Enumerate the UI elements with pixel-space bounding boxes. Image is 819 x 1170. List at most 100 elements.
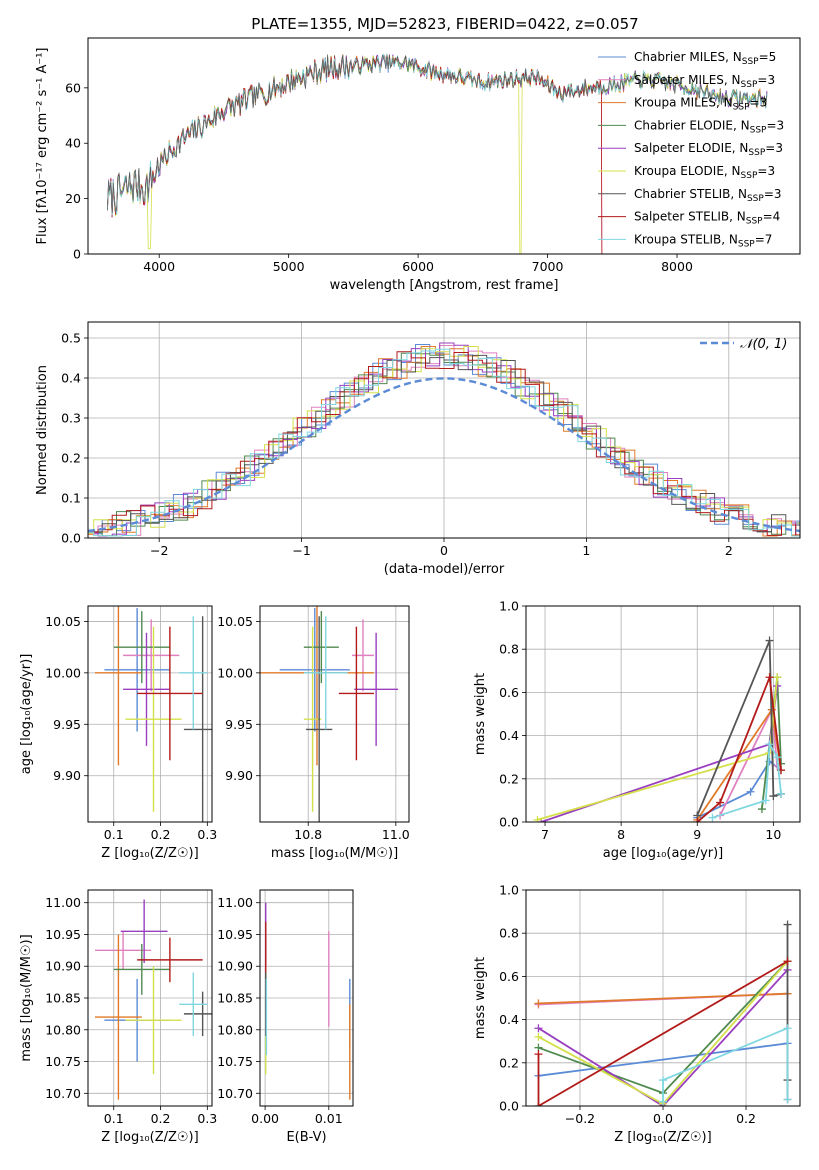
- age_vs_mass-ytick-label: 9.90: [225, 768, 253, 783]
- age_vs_Z-ylabel: age [log₁₀(age/yr)]: [19, 654, 34, 775]
- weight_vs_age-marker: [757, 805, 766, 814]
- mass_vs_Z-point-chabrier-stelib: [183, 991, 212, 1037]
- weight_vs_Z-marker: [783, 957, 792, 966]
- mass_vs_Z-frame: [87, 889, 213, 1107]
- weight_vs_age-ytick-label: 0.8: [499, 642, 519, 657]
- residuals-ytick-label: 0.0: [61, 531, 81, 546]
- spectrum-xtick-label: 5000: [273, 259, 305, 274]
- residuals-ytick-label: 0.2: [61, 451, 81, 466]
- spectrum-ytick-label: 60: [65, 80, 81, 95]
- age_vs_Z-point-kroupa-stelib: [179, 616, 208, 730]
- spectrum-xtick-label: 7000: [532, 259, 564, 274]
- residuals-hist-chabrier-stelib: [88, 354, 800, 537]
- age_vs_Z-panel: 0.1 0.2 0.3 9.90 9.95 10.00 10.05 Z [log₁₀(Z/Z☉…: [19, 605, 217, 861]
- residuals-xtick-label: 0: [440, 543, 448, 558]
- age_vs_Z-xlabel: Z [log₁₀(Z/Z☉)]: [101, 846, 198, 861]
- weight_vs_age-ylabel: mass weight: [473, 673, 488, 755]
- age_vs_mass-plot-area: [260, 606, 399, 822]
- age_vs_mass-point-kroupa-elodie: [303, 626, 322, 812]
- age_vs_mass-xtick-label: 10.8: [294, 827, 322, 842]
- weight_vs_Z-frame: [525, 889, 801, 1107]
- weight_vs_age-marker: [765, 740, 774, 749]
- weight_vs_age-marker: [533, 815, 542, 822]
- residuals-ylabel: Normed distribution: [35, 365, 50, 495]
- spectrum-ylabel: Flux [fλ10⁻¹⁷ erg cm⁻² s⁻¹ A⁻¹]: [35, 48, 50, 245]
- weight_vs_age-marker: [776, 789, 785, 798]
- weight_vs_age-marker: [716, 798, 725, 807]
- weight_vs_age-marker: [746, 787, 755, 796]
- weight_vs_age-xtick-label: 10: [765, 827, 781, 842]
- age_vs_Z-point-chabrier-elodie: [113, 611, 170, 684]
- age_vs_Z-frame: [87, 605, 213, 823]
- residuals-gaussian-curve: [88, 377, 800, 533]
- mass_vs_Z-ytick-label: 10.75: [45, 1054, 81, 1069]
- age_vs_mass-ytick-label: 10.05: [217, 614, 253, 629]
- spectrum-legend-label: Kroupa STELIB, NSSP=7: [634, 232, 772, 249]
- age_vs_mass-frame: [259, 605, 410, 823]
- age_vs_mass-panel: 10.8 11.0 9.90 9.95 10.00 10.05 mass [log₁₀(M/…: [217, 605, 410, 861]
- residuals-legend-label: 𝒩(0, 1): [740, 337, 787, 352]
- weight_vs_Z-line: [538, 992, 788, 1005]
- mass_vs_ebv-frame: [259, 889, 354, 1107]
- mass_vs_ebv-ytick-label: 10.75: [217, 1054, 253, 1069]
- weight_vs_Z-panel: −0.2 0.0 0.2 0.0 0.2 0.4 0.6 0.8 1.0 Z [log₁₀(Z/Z…: [473, 883, 801, 1145]
- weight_vs_Z-marker: [534, 1024, 543, 1033]
- weight_vs_Z-marker: [783, 1024, 792, 1033]
- age_vs_Z-xtick-label: 0.1: [104, 827, 124, 842]
- spectrum-series-chabrier-stelib: [107, 54, 768, 213]
- mass_vs_ebv-xlabel: E(B-V): [286, 1130, 326, 1145]
- residuals-hist-salpeter-stelib: [88, 351, 800, 537]
- figure-title: PLATE=1355, MJD=52823, FIBERID=0422, z=0…: [251, 15, 638, 33]
- spectrum-legend-label: Chabrier ELODIE, NSSP=3: [634, 118, 784, 135]
- spectrum-xlabel: wavelength [Angstrom, rest frame]: [330, 278, 559, 293]
- mass_vs_ebv-xtick-label: 0.01: [315, 1111, 343, 1126]
- residuals-xlabel: (data-model)/error: [384, 562, 505, 577]
- spectrum-xtick-label: 8000: [661, 259, 693, 274]
- weight_vs_age-line: [696, 676, 782, 822]
- weight_vs_Z-ytick-label: 0.8: [499, 926, 519, 941]
- mass_vs_ebv-ytick-label: 10.95: [217, 927, 253, 942]
- residuals-ytick-label: 0.5: [61, 331, 81, 346]
- mass_vs_Z-plot-area: [95, 899, 212, 1100]
- age_vs_mass-point-chabrier-elodie: [303, 611, 339, 684]
- weight_vs_Z-xtick-label: −0.2: [565, 1111, 595, 1126]
- weight_vs_age-ytick-label: 0.4: [499, 728, 519, 743]
- age_vs_Z-xtick-label: 0.3: [197, 827, 217, 842]
- age_vs_mass-ytick-label: 10.00: [217, 665, 253, 680]
- weight_vs_Z-marker: [534, 1032, 543, 1041]
- mass_vs_ebv-xtick-label: 0.00: [251, 1111, 279, 1126]
- weight_vs_age-xtick-label: 9: [693, 827, 701, 842]
- residuals-panel: −2 −1 0 1 2 0.0 0.1 0.2 0.3 0.4 0.5 (data-model)/er…: [35, 321, 801, 577]
- spectrum-frame: [87, 37, 801, 255]
- residuals-plot-area: [88, 342, 800, 537]
- weight_vs_Z-marker: [534, 999, 543, 1008]
- mass_vs_Z-ytick-label: 10.85: [45, 991, 81, 1006]
- mass_vs_Z-xlabel: Z [log₁₀(Z/Z☉)]: [101, 1130, 198, 1145]
- weight_vs_age-ytick-label: 0.6: [499, 685, 519, 700]
- weight_vs_Z-line: [537, 960, 788, 1106]
- residuals-frame: [87, 321, 801, 539]
- weight_vs_age-marker: [708, 813, 717, 822]
- weight_vs_Z-marker: [534, 1050, 543, 1059]
- weight_vs_age-marker: [693, 818, 702, 822]
- mass_vs_Z-point-kroupa-stelib: [179, 972, 208, 1037]
- mass_vs_Z-panel: 0.1 0.2 0.3 10.70 10.75 10.80 10.85 10.90 10.95 1…: [19, 889, 217, 1145]
- weight_vs_age-line: [696, 639, 782, 816]
- spectrum-legend-label: Salpeter MILES, NSSP=3: [634, 73, 775, 90]
- spectrum-legend-label: Salpeter ELODIE, NSSP=3: [634, 141, 783, 158]
- spectrum-legend-label: Chabrier STELIB, NSSP=3: [634, 187, 782, 204]
- weight_vs_Z-marker: [783, 1095, 792, 1104]
- weight_vs_Z-line: [662, 1027, 789, 1102]
- spectrum-panel: 4000 5000 6000 7000 8000 0 20 40 60 wavelength [A…: [35, 37, 801, 293]
- age_vs_mass-ytick-label: 9.95: [225, 717, 253, 732]
- mass_vs_Z-point-salpeter-elodie: [120, 899, 168, 964]
- mass_vs_ebv-ytick-label: 11.00: [217, 895, 253, 910]
- age_vs_mass-xtick-label: 11.0: [382, 827, 410, 842]
- mass_vs_Z-ylabel: mass [log₁₀(M/M☉)]: [19, 934, 34, 1061]
- mass_vs_Z-ytick-label: 10.95: [45, 927, 81, 942]
- age_vs_mass-point-salpeter-elodie: [354, 632, 399, 746]
- age_vs_Z-point-chabrier-stelib: [183, 616, 212, 822]
- weight_vs_Z-ytick-label: 0.6: [499, 969, 519, 984]
- weight_vs_Z-line: [538, 1042, 788, 1077]
